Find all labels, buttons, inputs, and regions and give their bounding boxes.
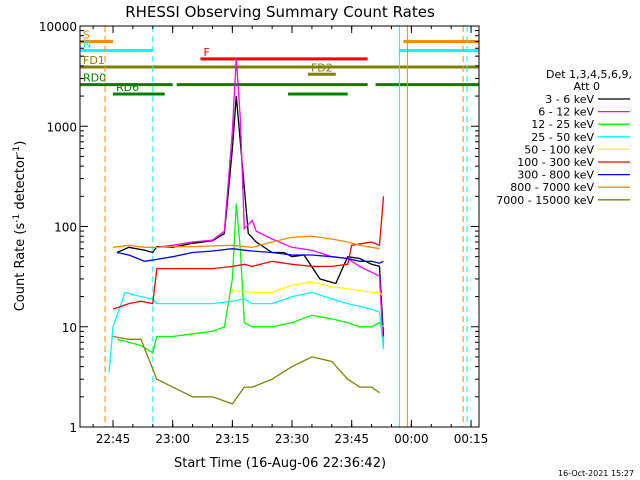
x-tick-label: 23:30 [275,432,310,446]
plot-frame [79,25,480,428]
legend-entry-label: 100 - 300 keV [517,156,594,169]
chart-title: RHESSI Observing Summary Count Rates [125,3,435,21]
legend-title-line2: Att 0 [574,80,600,93]
x-axis-label: Start Time (16-Aug-06 22:36:42) [174,456,386,471]
legend-entry-label: 6 - 12 keV [538,106,594,119]
series-line [116,203,384,354]
axes-group: 22:45 23:00 23:15 23:30 23:45 00:00 00:15 1 10 10… [39,20,489,446]
x-tick-label: 00:00 [394,432,429,446]
y-tick-label: 10 [62,321,77,335]
legend-entry-label: 12 - 25 keV [531,118,594,131]
y-tick-label: 1 [69,421,77,435]
x-tick-label: 23:15 [215,432,250,446]
x-tick-label: 23:45 [334,432,369,446]
series-line [116,248,384,264]
legend-entry-label: 300 - 800 keV [517,169,594,182]
legend-entry-label: 3 - 6 keV [545,93,594,106]
legend-entry-label: 7000 - 15000 keV [496,194,594,207]
y-tick-label: 100 [54,221,77,235]
legend-title-line1: Det 1,3,4,5,6,9, [546,68,632,81]
x-tick-label: 00:15 [454,432,489,446]
state-label: RD0 [83,72,106,85]
series-group [108,57,385,405]
legend-entry-label: 800 - 7000 keV [510,181,594,194]
y-axis-label: Count Rate (s-1 detector-1) [12,141,28,312]
legend-entry-label: 50 - 100 keV [524,143,594,156]
x-tick-label: 22:45 [96,432,131,446]
state-label: S [83,29,90,42]
state-label: FD2 [311,61,333,74]
state-label: F [204,46,210,59]
series-line [112,235,380,250]
series-line [156,57,385,350]
series-line [116,96,385,337]
series-line [108,291,385,373]
y-tick-label: 10000 [39,20,77,34]
series-line [112,335,380,405]
state-label: N [83,37,91,50]
instrument-state-markers: SN F FD1 FD2 RD0 RD6 [80,29,479,96]
legend-entry-label: 25 - 50 keV [531,131,594,144]
series-line [232,281,384,298]
y-tick-label: 1000 [46,120,77,134]
series-line [112,196,385,310]
state-label: FD1 [83,54,105,67]
x-tick-label: 23:00 [155,432,190,446]
state-label: RD6 [116,81,139,94]
footer-date: 16-Oct-2021 15:27 [558,469,634,478]
